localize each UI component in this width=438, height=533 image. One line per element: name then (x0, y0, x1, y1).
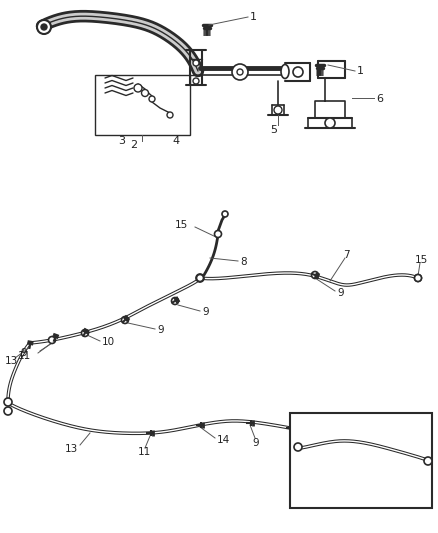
Text: 1: 1 (250, 12, 257, 22)
Text: 9: 9 (337, 288, 344, 298)
Text: 3: 3 (118, 136, 125, 146)
Circle shape (4, 398, 12, 406)
Circle shape (41, 24, 47, 30)
Bar (95, 75, 190, 135)
Circle shape (149, 96, 155, 102)
Text: 9: 9 (252, 438, 258, 448)
Circle shape (193, 60, 199, 66)
Circle shape (193, 78, 199, 84)
Text: 10: 10 (102, 337, 115, 347)
Circle shape (414, 274, 421, 281)
Text: 11: 11 (18, 351, 31, 361)
Text: 11: 11 (138, 447, 151, 457)
Text: 1: 1 (357, 66, 364, 76)
Circle shape (342, 440, 349, 447)
Circle shape (37, 20, 51, 34)
Circle shape (294, 443, 302, 451)
Circle shape (424, 457, 432, 465)
Text: 7: 7 (343, 250, 350, 260)
Circle shape (196, 274, 204, 282)
Text: 6: 6 (376, 94, 383, 104)
Text: (DISC): (DISC) (328, 489, 368, 502)
Circle shape (325, 118, 335, 128)
Text: 9: 9 (202, 307, 208, 317)
Text: 2: 2 (130, 140, 137, 150)
Text: 9: 9 (20, 348, 27, 358)
Bar (290, 413, 432, 508)
Text: 4: 4 (172, 136, 179, 146)
Circle shape (222, 211, 228, 217)
Text: 8: 8 (240, 257, 247, 267)
Text: 14: 14 (217, 435, 230, 445)
Circle shape (293, 67, 303, 77)
Text: 16: 16 (358, 422, 371, 432)
Circle shape (81, 329, 88, 336)
Circle shape (215, 230, 222, 238)
Circle shape (274, 106, 282, 114)
Text: 13: 13 (5, 356, 18, 366)
Ellipse shape (281, 64, 289, 78)
Text: 9: 9 (157, 325, 164, 335)
Circle shape (311, 271, 318, 279)
Text: 15: 15 (415, 255, 428, 265)
Circle shape (4, 407, 12, 415)
Circle shape (49, 336, 56, 343)
Circle shape (197, 274, 204, 281)
Circle shape (172, 297, 179, 304)
Circle shape (121, 317, 128, 324)
Text: 9: 9 (292, 441, 299, 451)
Circle shape (414, 274, 421, 281)
Text: 15: 15 (175, 220, 188, 230)
Circle shape (141, 90, 148, 96)
Circle shape (237, 69, 243, 75)
Text: 13: 13 (65, 444, 78, 454)
Text: 5: 5 (270, 125, 277, 135)
Circle shape (232, 64, 248, 80)
Circle shape (167, 112, 173, 118)
Circle shape (134, 84, 142, 92)
